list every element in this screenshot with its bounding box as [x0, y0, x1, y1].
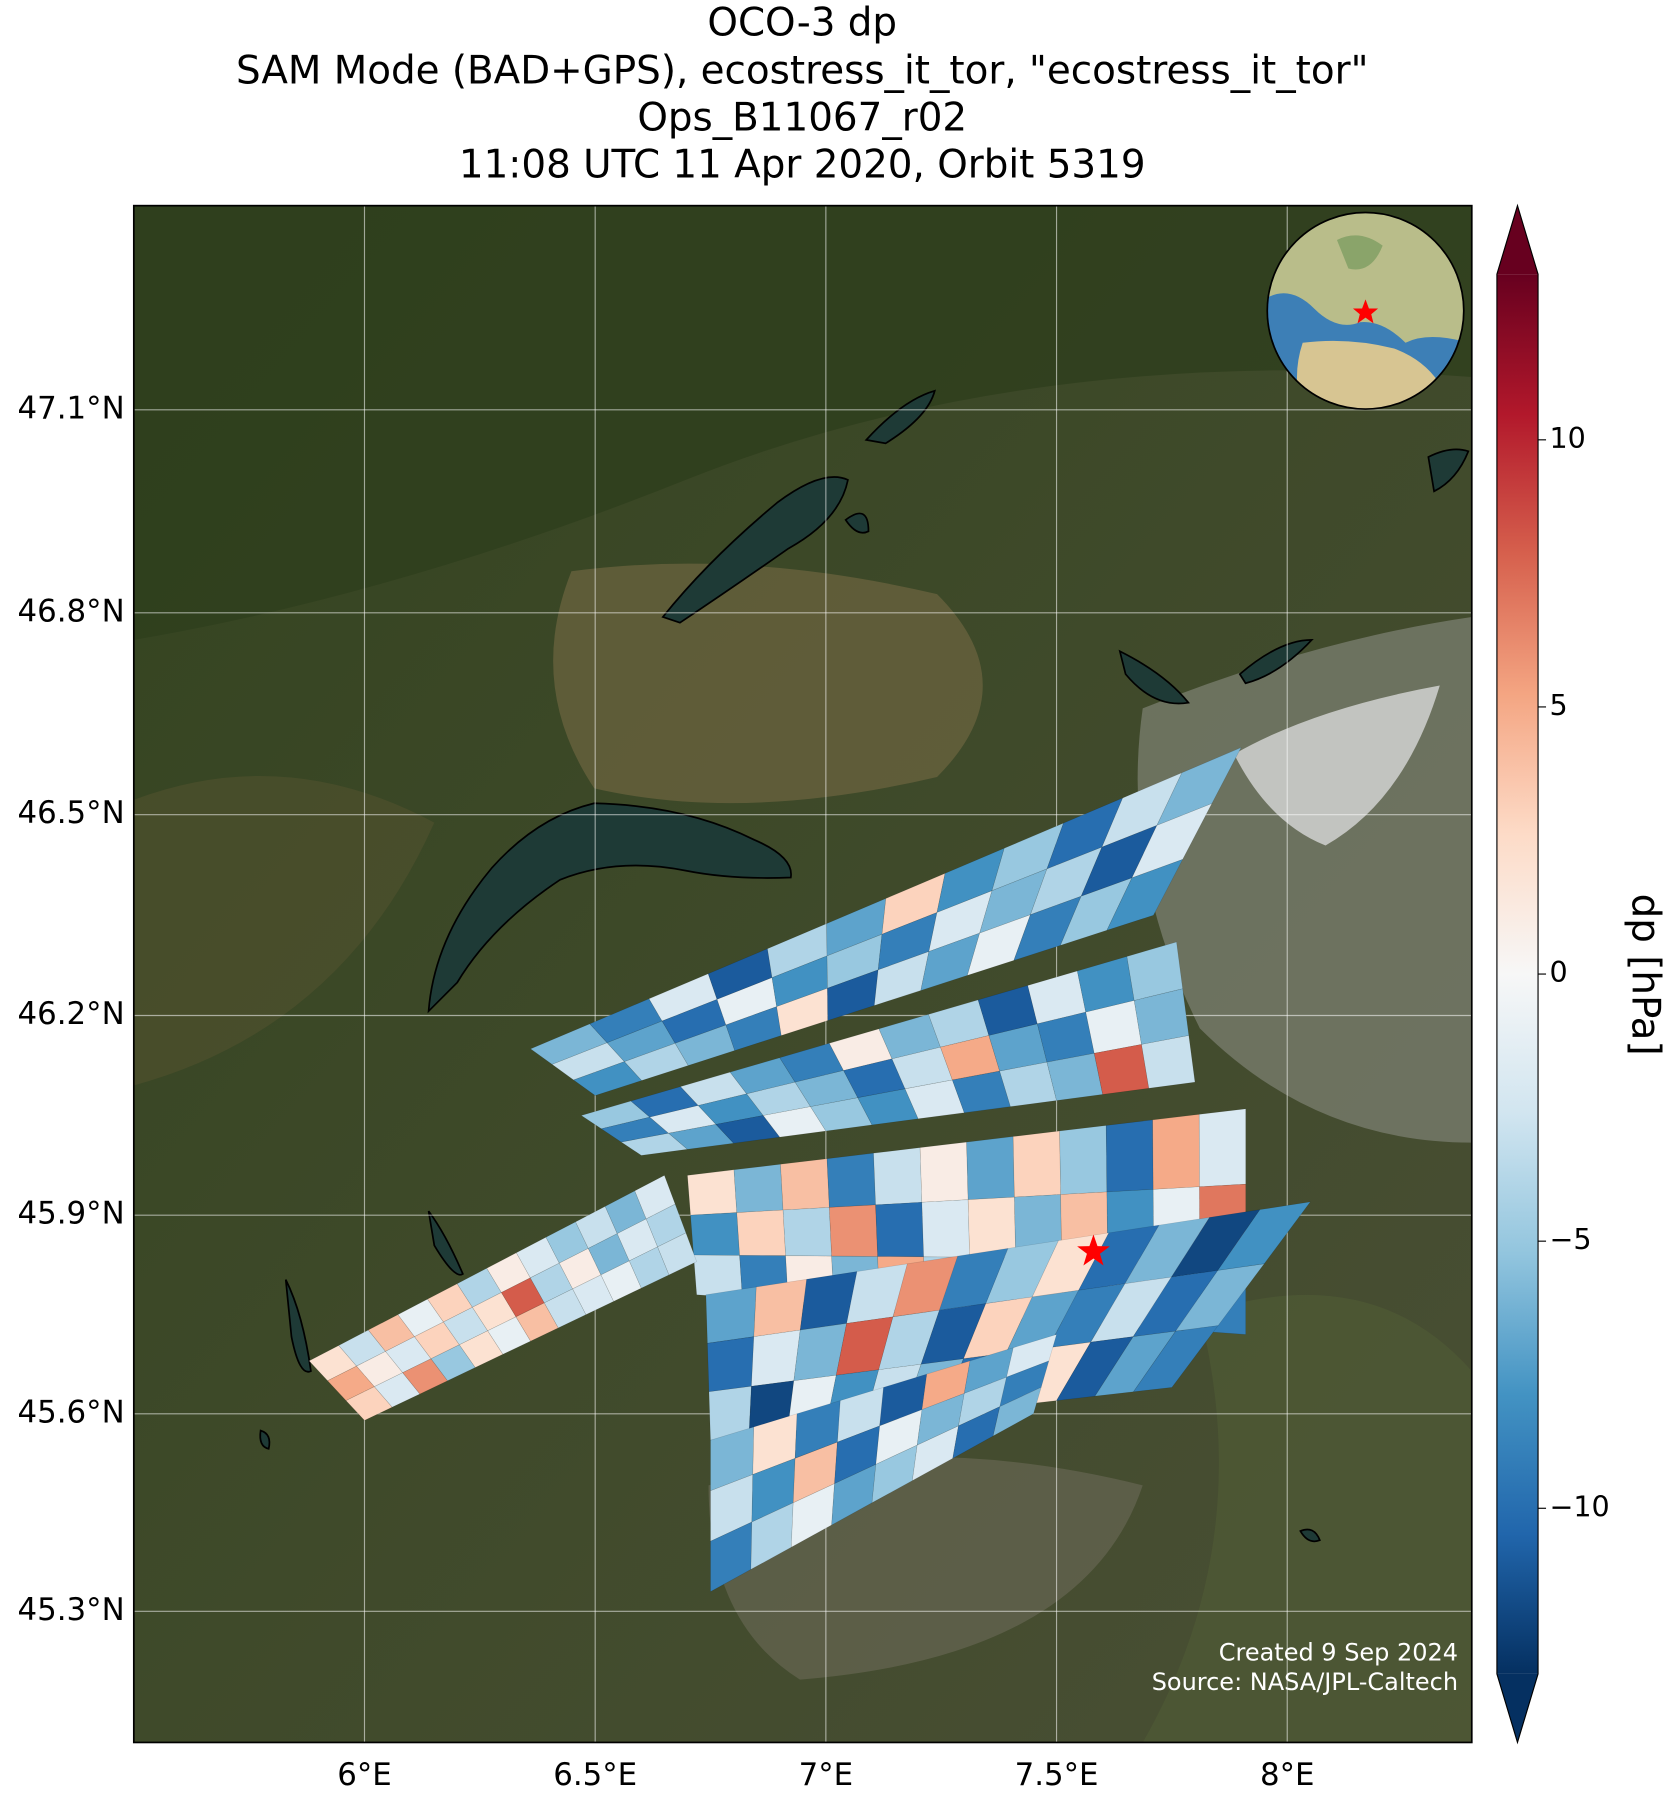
x-tick-label: 8°E [1260, 1757, 1315, 1793]
swath-cell [1059, 1125, 1108, 1195]
swath-cell [1198, 1108, 1246, 1188]
subtitle: SAM Mode (BAD+GPS), ecostress_it_tor, "e… [236, 49, 1368, 94]
annotation: Created 9 Sep 2024 [1219, 1638, 1458, 1666]
swath-cell [1106, 858, 1184, 931]
subtitle: 11:08 UTC 11 Apr 2020, Orbit 5319 [459, 142, 1146, 187]
swath-cell [751, 1329, 801, 1387]
y-tick-label: 46.8°N [18, 593, 125, 629]
x-tick-label: 7°E [799, 1757, 854, 1793]
y-tick-label: 45.6°N [18, 1394, 125, 1430]
colorbar-body [1496, 274, 1539, 1674]
target-star [1077, 1234, 1110, 1266]
chart-title: OCO-3 dp [707, 1, 897, 46]
swaths [308, 746, 1311, 1593]
swath-cell [873, 1147, 923, 1206]
colorbar: −10 −5 0 5 10 [1496, 203, 1610, 1745]
colorbar-tick-label: 5 [1549, 688, 1567, 722]
swath-cell [992, 1386, 1042, 1437]
swath-cell [657, 1232, 698, 1276]
y-tick-label: 47.1°N [18, 390, 125, 426]
globe-inset [1266, 211, 1465, 410]
swath-cell [736, 1209, 786, 1257]
swath-cell [875, 1201, 924, 1258]
map-frame [132, 204, 1473, 1744]
y-tick-label: 46.2°N [18, 996, 125, 1032]
swath-cell [1046, 1052, 1104, 1101]
swath-cell [1132, 1325, 1219, 1393]
x-tick-label: 6.5°E [553, 1757, 637, 1793]
swath-cell [921, 1199, 970, 1258]
x-tick-label: 7.5°E [1015, 1757, 1099, 1793]
colorbar-tick-label: −10 [1549, 1489, 1609, 1523]
colorbar-tick-label: −5 [1549, 1222, 1591, 1256]
swath-cell [705, 1286, 757, 1344]
swath-cell [753, 1278, 807, 1338]
y-tick-label: 45.9°N [18, 1196, 125, 1232]
swath-cell [1012, 1130, 1061, 1198]
swath-cell [690, 1212, 740, 1256]
basemap [133, 205, 1472, 1743]
annotation: Source: NASA/JPL-Caltech [1152, 1668, 1458, 1696]
colorbar-tick-label: 0 [1549, 955, 1567, 989]
swath-cell [1152, 1114, 1200, 1190]
colorbar-label: dp [hPa] [1623, 894, 1668, 1056]
swath-cell [1105, 1119, 1154, 1193]
swath-cell [919, 1141, 969, 1203]
overlay [1077, 1234, 1110, 1266]
swath-cell [1093, 1044, 1150, 1095]
swath-cell [733, 1163, 784, 1213]
colorbar-extend-top [1496, 205, 1539, 275]
colorbar-tick-label: 10 [1549, 421, 1585, 455]
subtitle: Ops_B11067_r02 [637, 95, 967, 140]
swath-cell [966, 1136, 1015, 1200]
x-tick-label: 6°E [337, 1757, 392, 1793]
swath-cell [782, 1207, 832, 1257]
colorbar-outline [1496, 203, 1539, 1745]
swath-cell [687, 1169, 738, 1216]
y-tick-label: 45.3°N [18, 1592, 125, 1628]
colorbar-extend-bottom [1496, 1673, 1539, 1743]
swath-cell [826, 1152, 876, 1208]
y-tick-label: 46.5°N [18, 795, 125, 831]
swath-cell [707, 1336, 755, 1393]
swath-cell [829, 1204, 878, 1257]
swath-cell [1141, 1035, 1196, 1089]
swath-cell [780, 1158, 830, 1211]
